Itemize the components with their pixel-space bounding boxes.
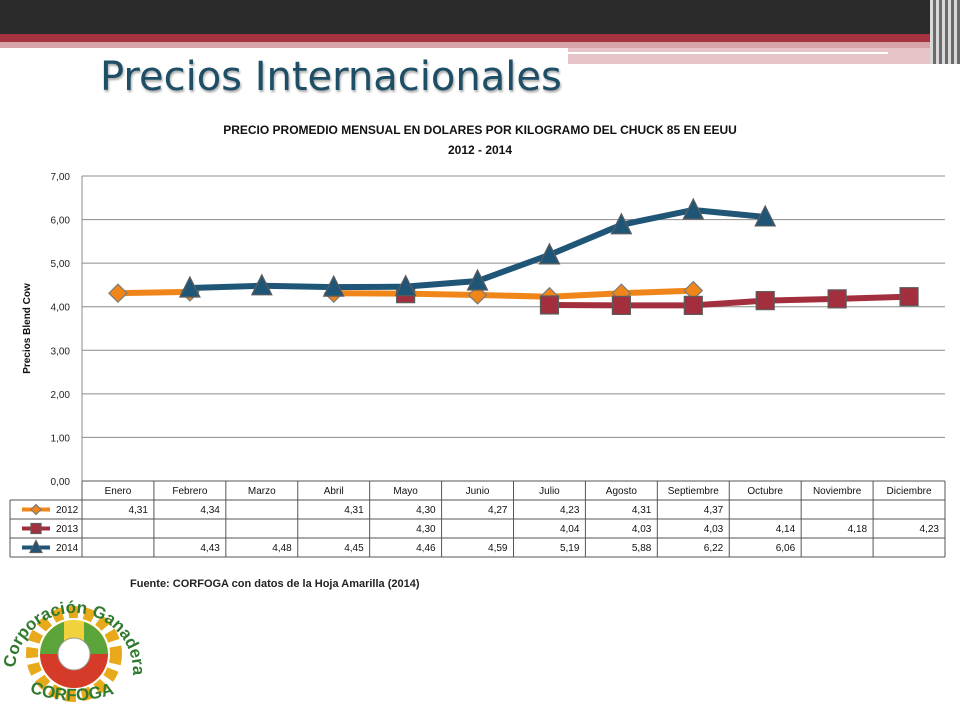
- y-tick-label: 1,00: [51, 433, 71, 444]
- header-white-line: [568, 52, 888, 54]
- corfoga-logo: Corporación Ganadera CORFOGA: [0, 598, 148, 705]
- data-point-2014: [538, 242, 561, 265]
- table-cell-value: 4,04: [560, 524, 580, 535]
- legend-key-marker: [29, 539, 43, 554]
- table-cell-value: 4,31: [344, 505, 364, 516]
- table-cell-value: 4,37: [704, 505, 724, 516]
- x-tick-label: Abril: [324, 486, 344, 497]
- table-cell-value: 4,23: [920, 524, 940, 535]
- x-tick-label: Enero: [105, 486, 132, 497]
- legend-label: 2012: [56, 505, 79, 516]
- chart-title: PRECIO PROMEDIO MENSUAL EN DOLARES POR K…: [223, 123, 737, 137]
- table-cell-value: 4,43: [200, 543, 220, 554]
- table-cell-value: 4,48: [272, 543, 292, 554]
- table-cell-value: 4,34: [200, 505, 220, 516]
- y-tick-label: 3,00: [51, 346, 71, 357]
- x-tick-label: Junio: [466, 486, 490, 497]
- table-cell-value: 4,23: [560, 505, 580, 516]
- table-cell-value: 4,45: [344, 543, 364, 554]
- table-cell-value: 5,88: [632, 543, 652, 554]
- y-tick-label: 5,00: [51, 259, 71, 270]
- series-line-2012: [114, 288, 193, 297]
- x-tick-label: Noviembre: [813, 486, 862, 497]
- table-cell-value: 4,59: [488, 543, 508, 554]
- data-point-2014: [466, 268, 489, 291]
- x-tick-label: Diciembre: [887, 486, 932, 497]
- y-tick-label: 2,00: [51, 390, 71, 401]
- data-point-2013: [827, 289, 847, 309]
- table-cell-value: 4,03: [704, 524, 724, 535]
- slide-title: Precios Internacionales: [100, 54, 562, 100]
- table-cell-value: 4,30: [416, 505, 436, 516]
- x-tick-label: Febrero: [172, 486, 207, 497]
- data-point-2014: [682, 197, 705, 220]
- table-cell-value: 4,03: [632, 524, 652, 535]
- table-cell-value: 4,46: [416, 543, 436, 554]
- data-point-2014: [610, 212, 633, 235]
- header-red-band: [0, 34, 960, 42]
- data-point-2013: [539, 295, 560, 315]
- data-point-2013: [611, 295, 631, 316]
- data-point-2014: [178, 275, 201, 298]
- x-tick-label: Septiembre: [668, 486, 720, 497]
- data-point-2014: [250, 273, 273, 296]
- table-cell-value: 6,06: [776, 543, 796, 554]
- x-tick-label: Agosto: [606, 486, 638, 497]
- chart-subtitle: 2012 - 2014: [447, 143, 513, 157]
- series-line-2012: [330, 287, 697, 300]
- header-stripes: [930, 0, 960, 64]
- table-cell-value: 4,31: [128, 505, 148, 516]
- data-point-2014: [322, 274, 345, 297]
- series-line-2013: [546, 293, 913, 309]
- data-point-2012: [108, 283, 128, 304]
- table-cell-value: 4,14: [776, 524, 796, 535]
- table-cell-value: 5,19: [560, 543, 580, 554]
- data-point-2013: [899, 287, 919, 307]
- y-tick-label: 6,00: [51, 216, 71, 227]
- table-cell-value: 4,27: [488, 505, 508, 516]
- table-cell-value: 6,22: [704, 543, 724, 554]
- data-point-2013: [683, 295, 703, 316]
- data-point-2013: [755, 291, 775, 311]
- table-cell-value: 4,31: [632, 505, 652, 516]
- legend-key-marker: [30, 522, 42, 535]
- y-tick-label: 4,00: [51, 303, 71, 314]
- x-tick-label: Marzo: [248, 486, 276, 497]
- line-chart: 0,00 1,00 2,00 3,00 4,00 5,00 6,00 7,00 Precios …: [9, 172, 946, 558]
- y-tick-label: 0,00: [51, 477, 71, 488]
- x-tick-label: Mayo: [393, 486, 418, 497]
- y-axis-label: Precios Blend Cow: [22, 283, 33, 374]
- legend-label: 2013: [56, 524, 79, 535]
- legend-key-marker: [30, 503, 42, 516]
- top-bar: [0, 0, 960, 34]
- source-note: Fuente: CORFOGA con datos de la Hoja Ama…: [130, 578, 420, 590]
- data-point-2014: [754, 204, 777, 227]
- x-tick-label: Octubre: [747, 486, 783, 497]
- table-cell-value: 4,30: [416, 524, 436, 535]
- table-cell-value: 4,18: [848, 524, 868, 535]
- legend-label: 2014: [56, 543, 79, 554]
- x-tick-label: Julio: [539, 486, 560, 497]
- header-pink-band: [0, 42, 960, 48]
- data-point-2014: [394, 274, 417, 297]
- y-tick-label: 7,00: [51, 172, 71, 183]
